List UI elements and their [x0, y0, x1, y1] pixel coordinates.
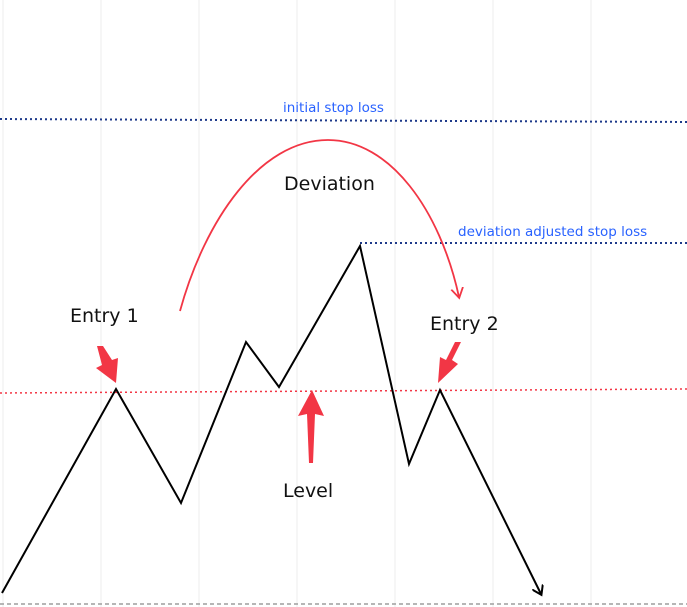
entry-1-arrow-icon	[96, 346, 118, 383]
entry-2-label: Entry 2	[430, 313, 499, 335]
entry-1-label: Entry 1	[70, 305, 139, 327]
deviation-arc	[179, 139, 459, 312]
level-arrow-icon	[298, 390, 324, 463]
level-line	[0, 388, 687, 394]
initial-stop-loss-line	[0, 118, 687, 123]
price-path	[1, 243, 541, 594]
level-label: Level	[283, 480, 333, 502]
initial-stop-loss-label: initial stop loss	[283, 100, 384, 116]
deviation-adjusted-stop-loss-label: deviation adjusted stop loss	[458, 224, 647, 240]
entry-2-arrow-icon	[438, 342, 461, 383]
deviation-label: Deviation	[284, 173, 375, 195]
grid-lines	[2, 0, 592, 607]
